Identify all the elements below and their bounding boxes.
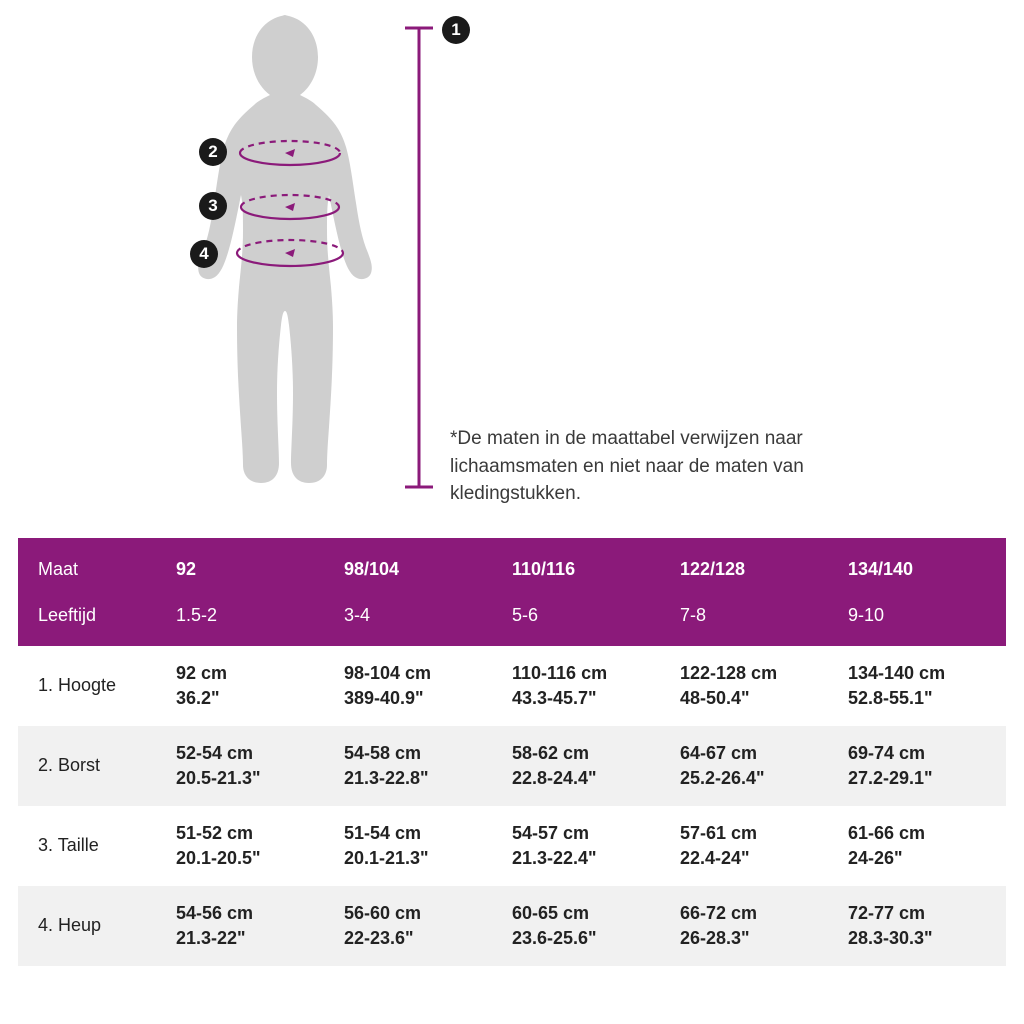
row-hip-1: 56-60 cm22-23.6" bbox=[334, 886, 502, 966]
marker-4-hip: 4 bbox=[190, 240, 218, 268]
header-size-2: 110/116 bbox=[502, 538, 670, 592]
row-hip-4: 72-77 cm28.3-30.3" bbox=[838, 886, 1006, 966]
row-label-chest: 2. Borst bbox=[18, 726, 166, 806]
header-size-1: 98/104 bbox=[334, 538, 502, 592]
row-chest-2: 58-62 cm22.8-24.4" bbox=[502, 726, 670, 806]
row-hip-0: 54-56 cm21.3-22" bbox=[166, 886, 334, 966]
row-label-hip: 4. Heup bbox=[18, 886, 166, 966]
row-chest-3: 64-67 cm25.2-26.4" bbox=[670, 726, 838, 806]
header-age-0: 1.5-2 bbox=[166, 592, 334, 646]
footnote-text: *De maten in de maattabel verwijzen naar… bbox=[450, 425, 830, 508]
size-chart-table: Maat 92 98/104 110/116 122/128 134/140 L… bbox=[18, 538, 1006, 966]
row-height-4: 134-140 cm52.8-55.1" bbox=[838, 646, 1006, 726]
header-size-4: 134/140 bbox=[838, 538, 1006, 592]
marker-2-chest: 2 bbox=[199, 138, 227, 166]
row-label-waist: 3. Taille bbox=[18, 806, 166, 886]
header-size-label: Maat bbox=[18, 538, 166, 592]
header-age-2: 5-6 bbox=[502, 592, 670, 646]
row-hip-2: 60-65 cm23.6-25.6" bbox=[502, 886, 670, 966]
row-waist-2: 54-57 cm21.3-22.4" bbox=[502, 806, 670, 886]
row-chest-0: 52-54 cm20.5-21.3" bbox=[166, 726, 334, 806]
height-ruler bbox=[405, 20, 445, 495]
header-age-label: Leeftijd bbox=[18, 592, 166, 646]
row-height-2: 110-116 cm43.3-45.7" bbox=[502, 646, 670, 726]
header-age-4: 9-10 bbox=[838, 592, 1006, 646]
row-height-1: 98-104 cm389-40.9" bbox=[334, 646, 502, 726]
row-hip-3: 66-72 cm26-28.3" bbox=[670, 886, 838, 966]
row-height-0: 92 cm36.2" bbox=[166, 646, 334, 726]
row-chest-4: 69-74 cm27.2-29.1" bbox=[838, 726, 1006, 806]
row-height-3: 122-128 cm48-50.4" bbox=[670, 646, 838, 726]
header-age-1: 3-4 bbox=[334, 592, 502, 646]
header-size-3: 122/128 bbox=[670, 538, 838, 592]
measurement-diagram: 1 2 3 4 *De maten in de maattabel verwij… bbox=[0, 0, 1024, 530]
header-age-3: 7-8 bbox=[670, 592, 838, 646]
row-waist-0: 51-52 cm20.1-20.5" bbox=[166, 806, 334, 886]
header-size-0: 92 bbox=[166, 538, 334, 592]
marker-1-height: 1 bbox=[442, 16, 470, 44]
marker-3-waist: 3 bbox=[199, 192, 227, 220]
row-label-height: 1. Hoogte bbox=[18, 646, 166, 726]
row-chest-1: 54-58 cm21.3-22.8" bbox=[334, 726, 502, 806]
row-waist-3: 57-61 cm22.4-24" bbox=[670, 806, 838, 886]
row-waist-4: 61-66 cm24-26" bbox=[838, 806, 1006, 886]
row-waist-1: 51-54 cm20.1-21.3" bbox=[334, 806, 502, 886]
